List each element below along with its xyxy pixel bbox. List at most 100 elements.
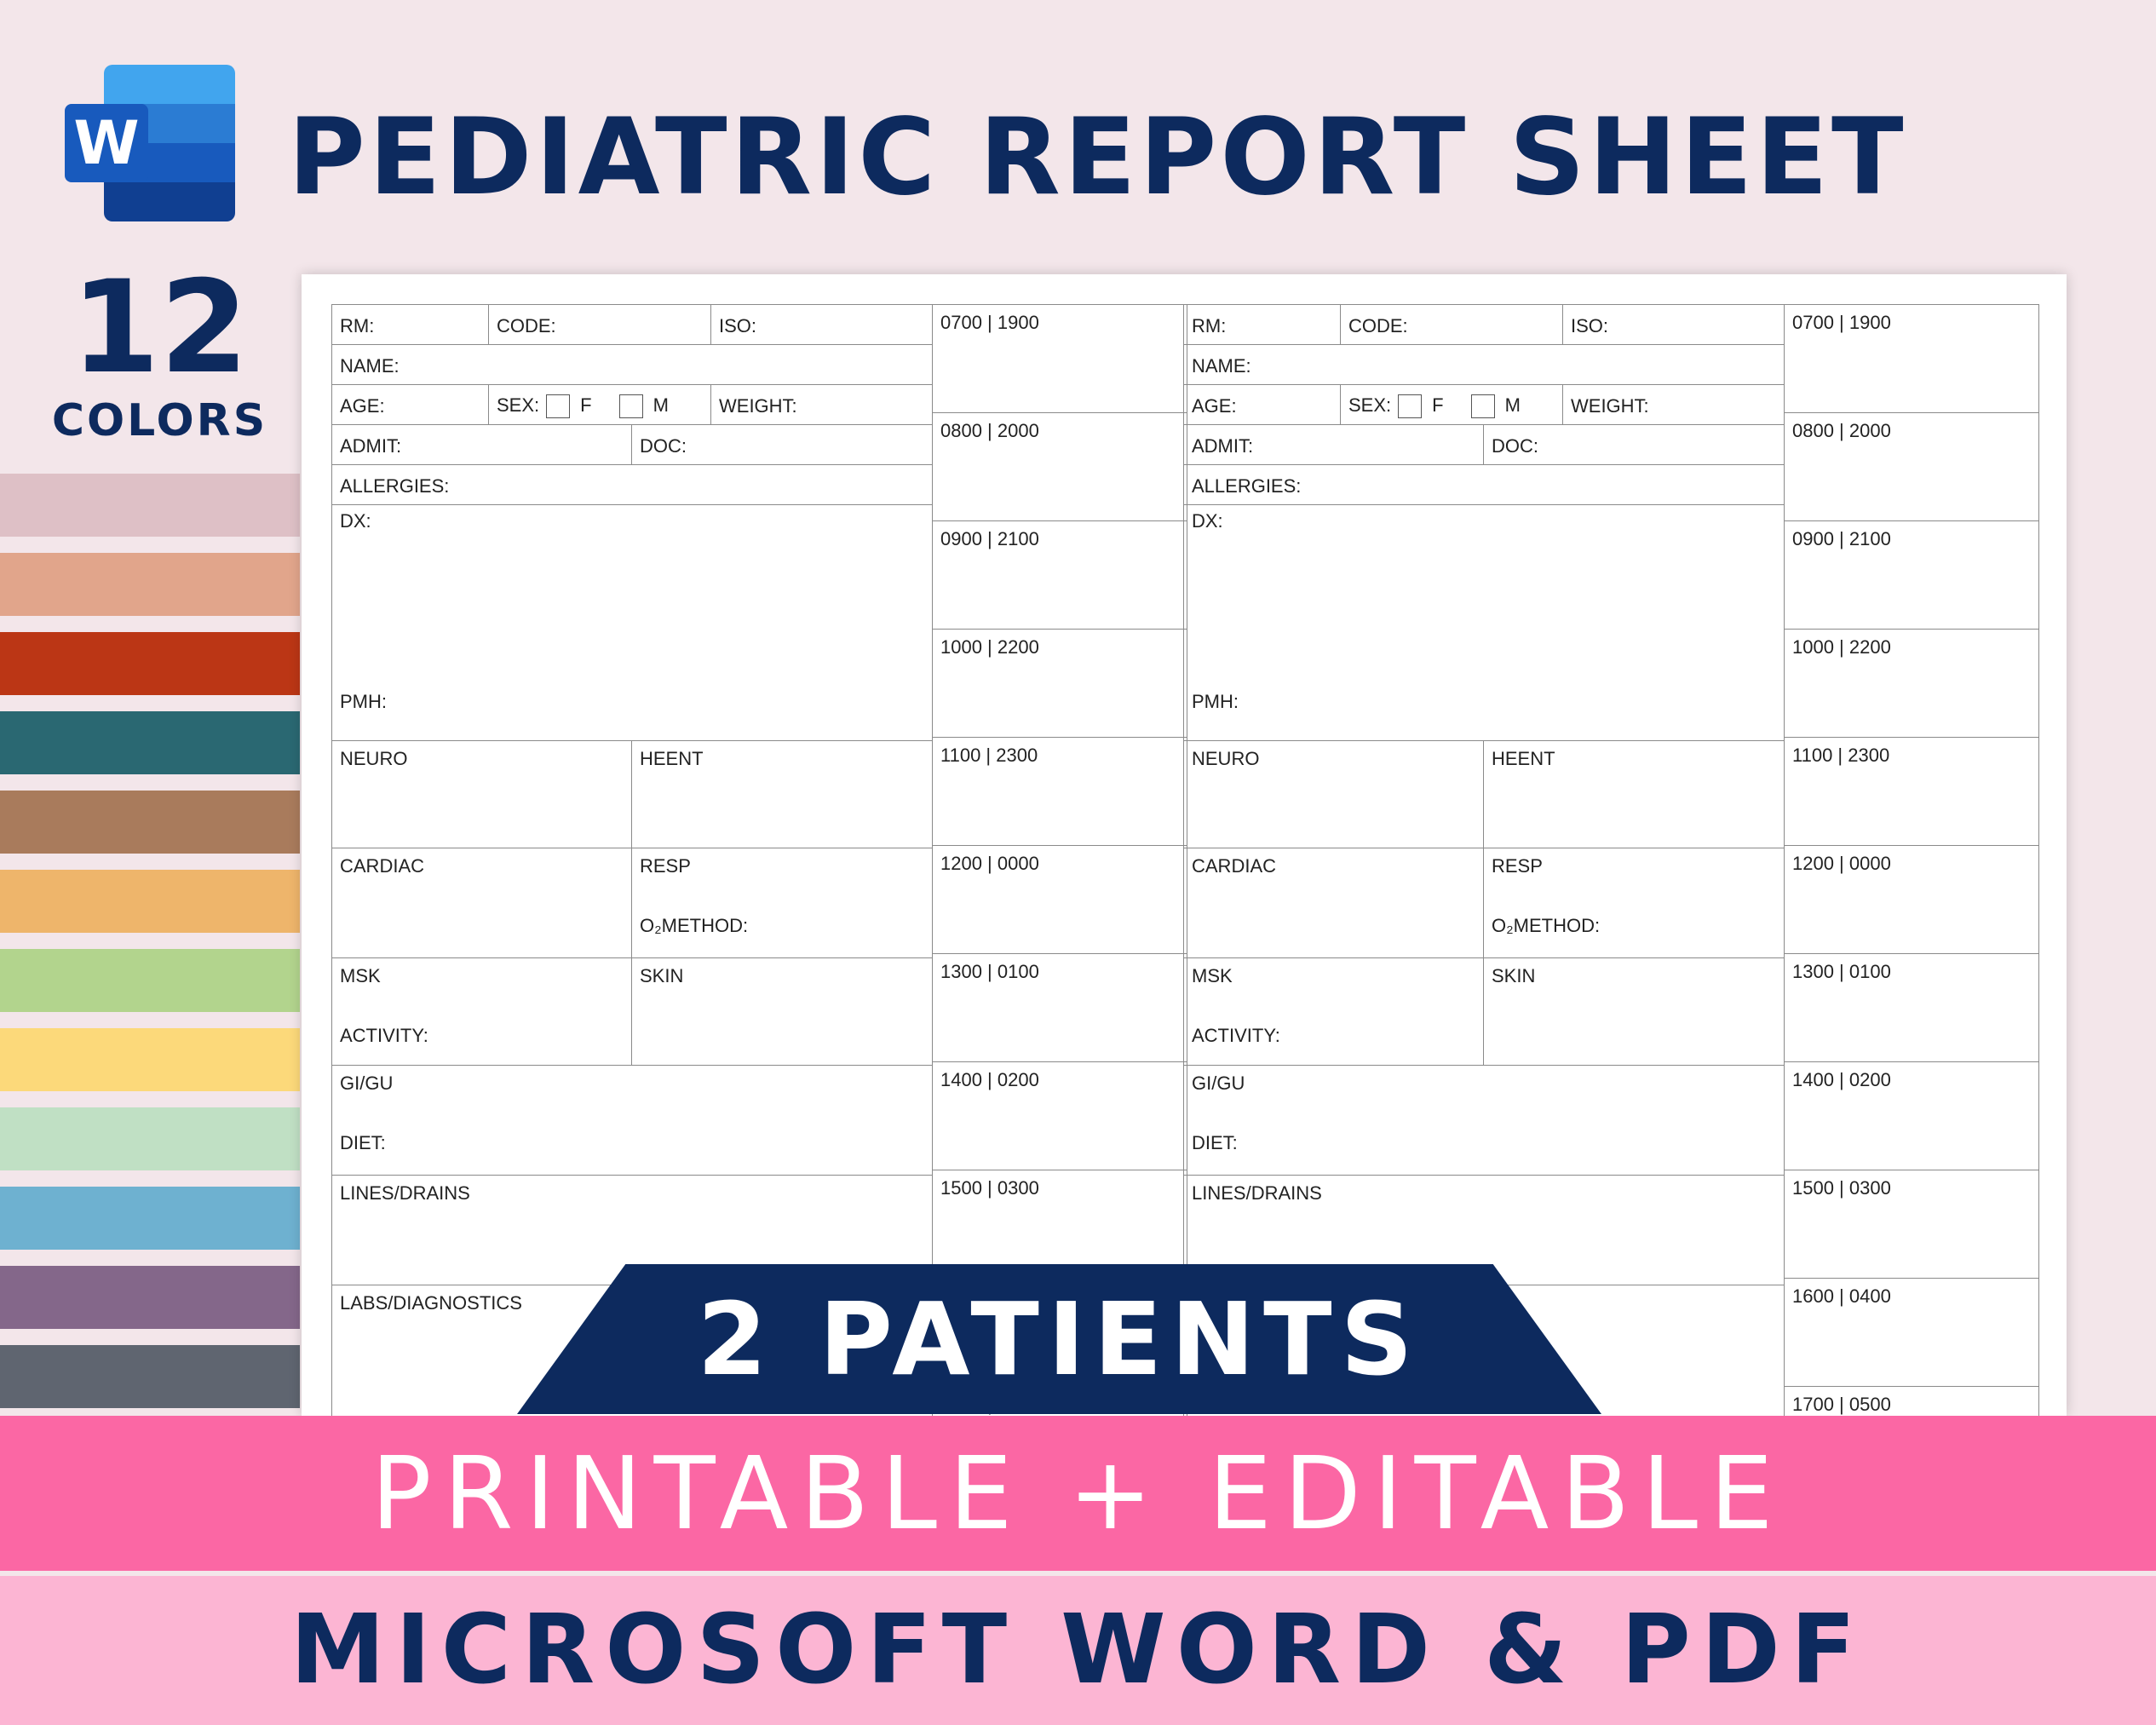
female-checkbox[interactable] <box>546 394 571 419</box>
time-slot[interactable]: 1500 | 0300 <box>932 1170 1187 1279</box>
code-field[interactable]: CODE: <box>488 304 711 345</box>
gigu-field[interactable]: GI/GU DIET: <box>331 1065 933 1176</box>
age-field[interactable]: AGE: <box>331 384 489 425</box>
time-slot[interactable]: 1600 | 0400 <box>1784 1278 2039 1387</box>
time-slot[interactable]: 0900 | 2100 <box>1784 520 2039 630</box>
field-label: HEENT <box>640 748 704 769</box>
time-slot[interactable]: 0700 | 1900 <box>1784 304 2039 413</box>
color-swatch <box>0 949 300 1012</box>
skin-field[interactable]: SKIN <box>631 957 933 1066</box>
allergies-field[interactable]: ALLERGIES: <box>1183 464 1785 505</box>
patients-banner-text: 2 PATIENTS <box>697 1280 1422 1398</box>
field-label: ISO: <box>719 315 757 336</box>
male-checkbox[interactable] <box>618 394 643 419</box>
sex-label: SEX: <box>497 394 540 416</box>
iso-field[interactable]: ISO: <box>710 304 933 345</box>
admit-field[interactable]: ADMIT: <box>1183 424 1484 465</box>
female-checkbox[interactable] <box>1398 394 1423 419</box>
colors-count: 12 <box>71 254 249 402</box>
heent-field[interactable]: HEENT <box>1483 740 1785 848</box>
time-slot[interactable]: 1200 | 0000 <box>1784 845 2039 954</box>
neuro-field[interactable]: NEURO <box>331 740 632 848</box>
time-slot[interactable]: 0900 | 2100 <box>932 520 1187 630</box>
field-label: 1100 | 2300 <box>940 745 1038 766</box>
msk-field[interactable]: MSK ACTIVITY: <box>1183 957 1484 1066</box>
field-label: NEURO <box>1192 748 1260 769</box>
time-slot[interactable]: 1500 | 0300 <box>1784 1170 2039 1279</box>
field-label: ADMIT: <box>340 435 402 457</box>
color-swatch <box>0 870 300 933</box>
doc-field[interactable]: DOC: <box>1483 424 1785 465</box>
time-slot[interactable]: 1400 | 0200 <box>932 1061 1187 1170</box>
field-label: DIET: <box>340 1132 386 1153</box>
weight-field[interactable]: WEIGHT: <box>710 384 933 425</box>
field-label: 1300 | 0100 <box>940 961 1039 982</box>
field-label: MSK <box>340 965 381 986</box>
time-slot[interactable]: 0700 | 1900 <box>932 304 1187 413</box>
resp-field[interactable]: RESP O₂METHOD: <box>631 848 933 958</box>
rm-field[interactable]: RM: <box>1183 304 1341 345</box>
color-swatch <box>0 1345 300 1408</box>
field-label: 1400 | 0200 <box>1792 1069 1891 1090</box>
field-label: DIET: <box>1192 1132 1238 1153</box>
word-logo-stack <box>104 65 235 221</box>
field-label: GI/GU <box>1192 1072 1245 1094</box>
field-label: WEIGHT: <box>719 395 797 417</box>
time-slot[interactable]: 1200 | 0000 <box>932 845 1187 954</box>
color-swatch <box>0 1187 300 1250</box>
dx-pmh-field[interactable]: DX: PMH: <box>331 504 933 741</box>
age-field[interactable]: AGE: <box>1183 384 1341 425</box>
field-label: ADMIT: <box>1192 435 1254 457</box>
name-field[interactable]: NAME: <box>331 344 933 385</box>
doc-field[interactable]: DOC: <box>631 424 933 465</box>
sex-label: SEX: <box>1348 394 1392 416</box>
time-slot[interactable]: 1400 | 0200 <box>1784 1061 2039 1170</box>
skin-field[interactable]: SKIN <box>1483 957 1785 1066</box>
time-slot[interactable]: 1000 | 2200 <box>1784 629 2039 738</box>
field-label: NAME: <box>340 355 400 377</box>
neuro-field[interactable]: NEURO <box>1183 740 1484 848</box>
time-slot[interactable]: 1300 | 0100 <box>932 953 1187 1062</box>
colors-label: COLORS <box>51 395 268 446</box>
weight-field[interactable]: WEIGHT: <box>1562 384 1785 425</box>
male-label: M <box>1504 394 1521 416</box>
gigu-field[interactable]: GI/GU DIET: <box>1183 1065 1785 1176</box>
patients-banner: 2 PATIENTS <box>517 1264 1601 1414</box>
iso-field[interactable]: ISO: <box>1562 304 1785 345</box>
field-label: SKIN <box>640 965 684 986</box>
code-field[interactable]: CODE: <box>1340 304 1563 345</box>
sex-field[interactable]: SEX: F M <box>1340 384 1563 425</box>
time-slot[interactable]: 0800 | 2000 <box>932 412 1187 521</box>
time-slot[interactable]: 1100 | 2300 <box>1784 737 2039 846</box>
female-label: F <box>580 394 592 416</box>
color-swatch <box>0 1028 300 1091</box>
cardiac-field[interactable]: CARDIAC <box>1183 848 1484 958</box>
sex-field[interactable]: SEX: F M <box>488 384 711 425</box>
field-label: ALLERGIES: <box>1192 475 1302 497</box>
msk-field[interactable]: MSK ACTIVITY: <box>331 957 632 1066</box>
time-slot[interactable]: 1300 | 0100 <box>1784 953 2039 1062</box>
time-slot[interactable]: 1100 | 2300 <box>932 737 1187 846</box>
rm-field[interactable]: RM: <box>331 304 489 345</box>
male-checkbox[interactable] <box>1470 394 1495 419</box>
time-slot[interactable]: 1700 | 0500 <box>1784 1386 2039 1416</box>
heent-field[interactable]: HEENT <box>631 740 933 848</box>
admit-field[interactable]: ADMIT: <box>331 424 632 465</box>
field-label: SKIN <box>1492 965 1536 986</box>
field-label: 1400 | 0200 <box>940 1069 1039 1090</box>
time-slot[interactable]: 0800 | 2000 <box>1784 412 2039 521</box>
name-field[interactable]: NAME: <box>1183 344 1785 385</box>
field-label: LINES/DRAINS <box>1192 1182 1322 1204</box>
dx-pmh-field[interactable]: DX: PMH: <box>1183 504 1785 741</box>
field-label: RM: <box>340 315 375 336</box>
field-label: O₂METHOD: <box>1492 915 1601 936</box>
allergies-field[interactable]: ALLERGIES: <box>331 464 933 505</box>
field-label: 1700 | 0500 <box>1792 1394 1891 1415</box>
field-label: 0900 | 2100 <box>1792 528 1891 549</box>
color-swatch <box>0 711 300 774</box>
cardiac-field[interactable]: CARDIAC <box>331 848 632 958</box>
resp-field[interactable]: RESP O₂METHOD: <box>1483 848 1785 958</box>
time-slot[interactable]: 1000 | 2200 <box>932 629 1187 738</box>
color-swatch <box>0 1107 300 1170</box>
color-swatch <box>0 791 300 854</box>
